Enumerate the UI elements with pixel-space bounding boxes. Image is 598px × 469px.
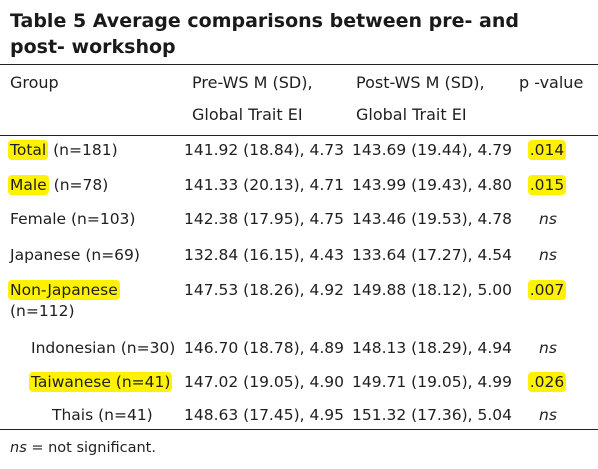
post-value: 151.32 (17.36), 5.04 <box>352 406 512 424</box>
post-value: 133.64 (17.27), 4.54 <box>352 246 512 264</box>
pre-value: 146.70 (18.78), 4.89 <box>184 339 344 357</box>
pre-value: 141.92 (18.84), 4.73 <box>184 141 344 159</box>
group-label: Non-Japanese <box>8 280 120 300</box>
header-rule <box>0 135 598 136</box>
p-value: ns <box>539 210 557 228</box>
post-value: 149.88 (18.12), 5.00 <box>352 281 512 299</box>
table-row-male: Male (n=78) <box>8 175 109 195</box>
group-n: (n=103) <box>66 210 136 228</box>
bottom-rule <box>0 429 598 430</box>
post-value: 143.99 (19.43), 4.80 <box>352 176 512 194</box>
p-value-text: .015 <box>527 175 567 195</box>
group-label: Japanese <box>10 246 81 264</box>
p-value: ns <box>539 406 557 424</box>
table-row-non-japanese: Non-Japanese <box>8 280 120 300</box>
pre-value: 147.02 (19.05), 4.90 <box>184 373 344 391</box>
p-value: .026 <box>503 372 593 392</box>
group-label: Indonesian <box>31 339 116 357</box>
pre-value: 142.38 (17.95), 4.75 <box>184 210 344 228</box>
footnote-abbr: ns <box>10 440 27 456</box>
pre-value: 141.33 (20.13), 4.71 <box>184 176 344 194</box>
table-row-female: Female (n=103) <box>10 209 135 229</box>
table-row-indonesian: Indonesian (n=30) <box>31 338 175 358</box>
pre-value: 147.53 (18.26), 4.92 <box>184 281 344 299</box>
p-value-text: .026 <box>527 372 567 392</box>
p-value: .014 <box>503 140 593 160</box>
p-value: ns <box>539 339 557 357</box>
group-label: Male <box>8 175 49 195</box>
table-row-taiwanese: Taiwanese (n=41) <box>29 372 173 392</box>
table-row-total: Total (n=181) <box>8 140 118 160</box>
table-row-thais: Thais (n=41) <box>52 405 153 425</box>
pre-value: 148.63 (17.45), 4.95 <box>184 406 344 424</box>
post-value: 149.71 (19.05), 4.99 <box>352 373 512 391</box>
header-post-line2: Global Trait EI <box>356 105 467 124</box>
group-n: (n=181) <box>48 141 118 159</box>
header-group: Group <box>10 73 59 92</box>
group-label: Total <box>8 140 49 160</box>
p-value-text: .014 <box>527 140 567 160</box>
post-value: 143.69 (19.44), 4.79 <box>352 141 512 159</box>
group-label: Taiwanese (n=41) <box>29 372 173 392</box>
post-value: 143.46 (19.53), 4.78 <box>352 210 512 228</box>
header-pre-line1: Pre-WS M (SD), <box>192 73 313 92</box>
table-title: Table 5 Average comparisons between pre-… <box>10 10 519 58</box>
group-n: (n=78) <box>48 176 109 194</box>
header-p-value: p -value <box>519 73 584 92</box>
group-n: (n=41) <box>93 406 153 424</box>
pre-value: 132.84 (16.15), 4.43 <box>184 246 344 264</box>
header-post-line1: Post-WS M (SD), <box>356 73 485 92</box>
p-value: .007 <box>503 280 593 300</box>
group-n: (n=112) <box>10 302 75 320</box>
p-value: .015 <box>503 175 593 195</box>
top-rule <box>0 64 598 65</box>
header-pre-line2: Global Trait EI <box>192 105 303 124</box>
p-value-text: .007 <box>527 280 567 300</box>
footnote-text: = not significant. <box>26 440 156 456</box>
footnote: ns = not significant. <box>10 438 156 458</box>
group-label: Female <box>10 210 67 228</box>
post-value: 148.13 (18.29), 4.94 <box>352 339 512 357</box>
group-label: Thais <box>52 406 94 424</box>
group-n: (n=30) <box>115 339 176 357</box>
group-n: (n=69) <box>80 246 140 264</box>
table-row-japanese: Japanese (n=69) <box>10 245 140 265</box>
p-value: ns <box>539 246 557 264</box>
